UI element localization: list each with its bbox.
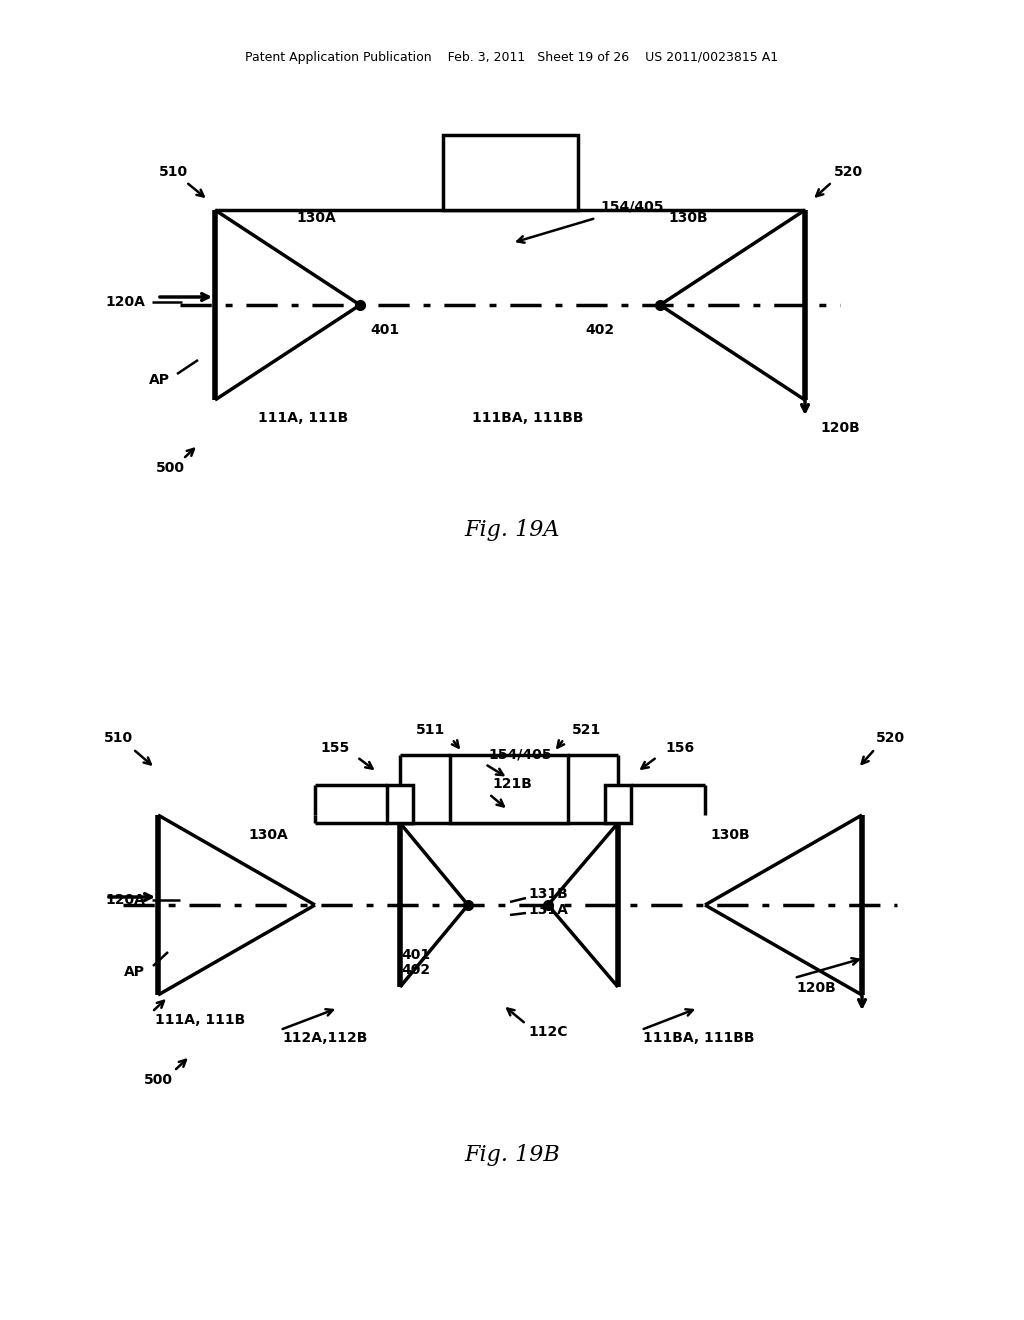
Text: 120A: 120A xyxy=(105,894,145,907)
Text: 111BA, 111BB: 111BA, 111BB xyxy=(643,1031,755,1045)
Text: 120B: 120B xyxy=(820,421,860,436)
Text: 155: 155 xyxy=(321,741,350,755)
Text: 120B: 120B xyxy=(796,981,836,995)
Text: AP: AP xyxy=(124,965,145,979)
Text: 154/405: 154/405 xyxy=(488,747,552,762)
Text: 511: 511 xyxy=(416,723,445,737)
Text: 120A: 120A xyxy=(105,294,145,309)
Text: 401: 401 xyxy=(370,323,399,337)
Text: 520: 520 xyxy=(834,165,862,180)
Text: 131A: 131A xyxy=(528,903,568,917)
Text: 111BA, 111BB: 111BA, 111BB xyxy=(472,411,584,425)
Text: 402: 402 xyxy=(400,964,430,977)
Text: 520: 520 xyxy=(876,731,904,744)
Text: 112A,112B: 112A,112B xyxy=(282,1031,368,1045)
Text: 156: 156 xyxy=(665,741,694,755)
Text: 500: 500 xyxy=(156,461,184,475)
Text: 401: 401 xyxy=(400,948,430,962)
Text: AP: AP xyxy=(150,374,170,387)
Text: 154/405: 154/405 xyxy=(600,201,664,214)
Text: 121B: 121B xyxy=(492,777,531,791)
Text: 500: 500 xyxy=(143,1073,172,1086)
Text: 130A: 130A xyxy=(296,211,336,224)
Bar xyxy=(450,755,568,822)
Text: 402: 402 xyxy=(585,323,614,337)
Text: 112C: 112C xyxy=(528,1026,567,1039)
Text: 510: 510 xyxy=(103,731,132,744)
Text: 111A, 111B: 111A, 111B xyxy=(258,411,348,425)
Text: 130B: 130B xyxy=(668,211,708,224)
Bar xyxy=(442,135,578,210)
Text: 131B: 131B xyxy=(528,887,567,902)
Text: 130B: 130B xyxy=(711,828,750,842)
Text: Fig. 19B: Fig. 19B xyxy=(464,1144,560,1166)
Text: 111A, 111B: 111A, 111B xyxy=(155,1012,246,1027)
Text: 130A: 130A xyxy=(248,828,288,842)
Bar xyxy=(605,785,631,822)
Text: 521: 521 xyxy=(572,723,601,737)
Text: Fig. 19A: Fig. 19A xyxy=(464,519,560,541)
Bar xyxy=(387,785,413,822)
Text: 510: 510 xyxy=(159,165,187,180)
Text: Patent Application Publication    Feb. 3, 2011   Sheet 19 of 26    US 2011/00238: Patent Application Publication Feb. 3, 2… xyxy=(246,51,778,65)
